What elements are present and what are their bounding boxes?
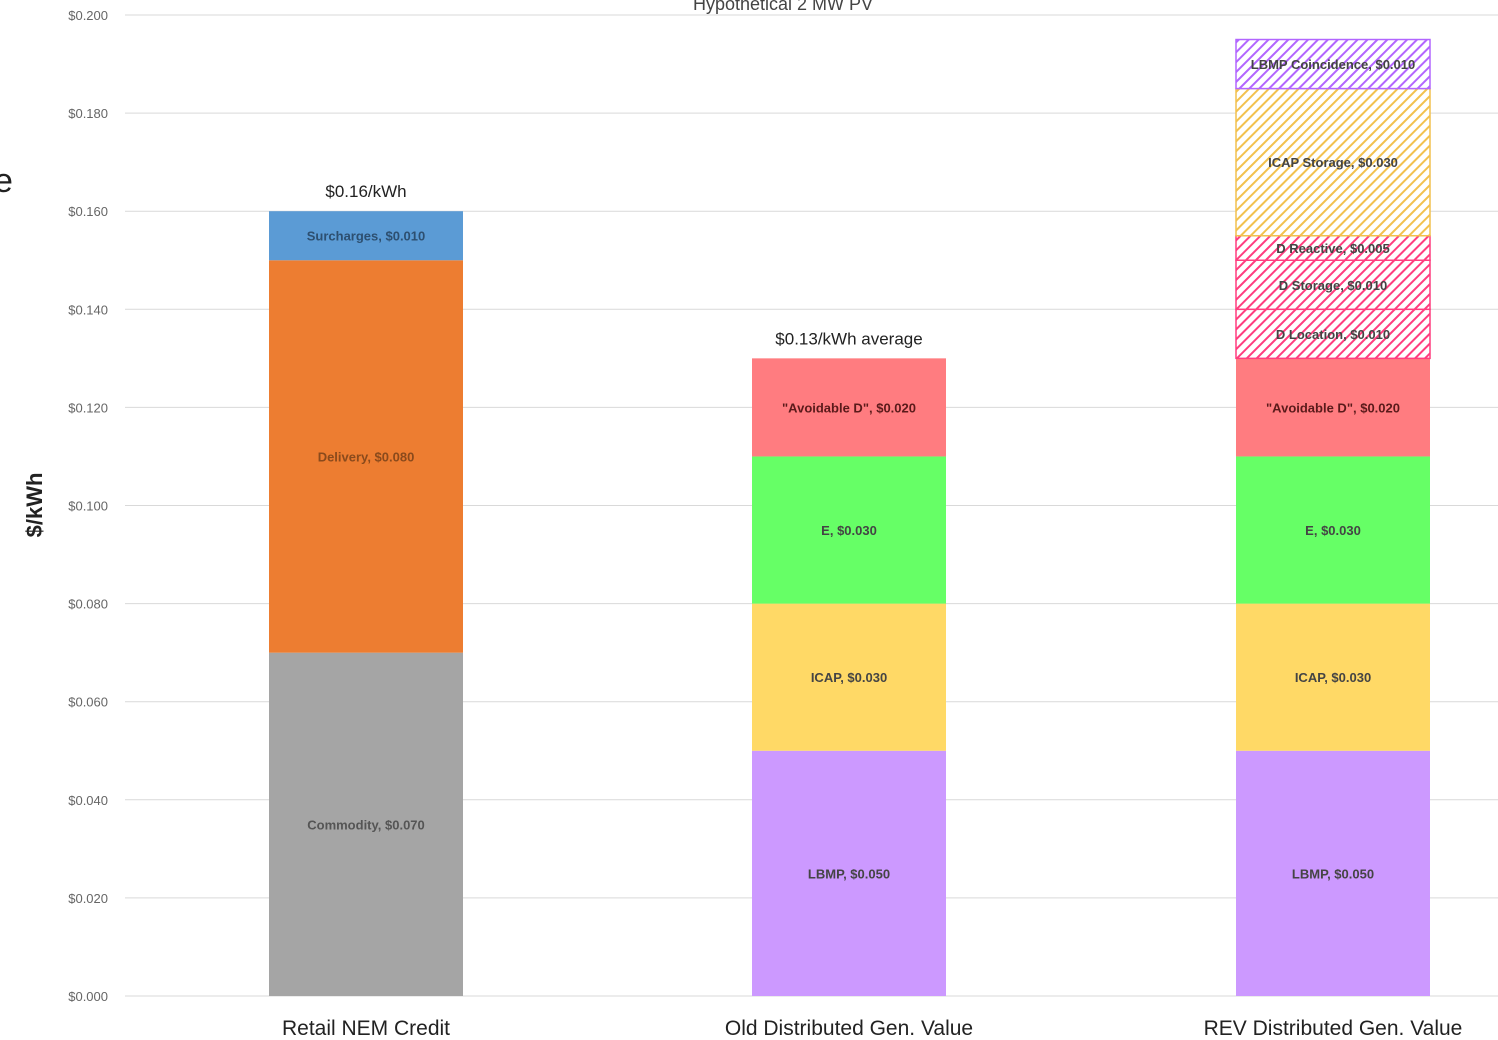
bar-segment	[1235, 87, 1431, 237]
y-tick-label: $0.000	[68, 989, 108, 1004]
x-category-label: REV Distributed Gen. Value	[1204, 1017, 1463, 1040]
y-tick-label: $0.080	[68, 597, 108, 612]
x-category-label: Old Distributed Gen. Value	[725, 1017, 973, 1040]
y-tick-label: $0.040	[68, 793, 108, 808]
bar-segment-label: ICAP Storage, $0.030	[1268, 155, 1398, 170]
bar-segment-label: "Avoidable D", $0.020	[1266, 400, 1400, 415]
bar-segment-label: D Reactive, $0.005	[1276, 241, 1389, 256]
y-tick-label: $0.160	[68, 204, 108, 219]
bar-segment	[1235, 234, 1431, 262]
bar-segment-label: LBMP, $0.050	[808, 866, 890, 881]
bar-segment-label: D Location, $0.010	[1276, 327, 1390, 342]
x-axis-categories: Retail NEM Credit Old Distributed Gen. Va…	[282, 1017, 1462, 1040]
bar-stack: LBMP, $0.050 ICAP, $0.030 E, $0.030 "Avoida…	[752, 329, 946, 996]
bar-segment	[269, 652, 463, 996]
bar-segment	[1236, 358, 1430, 457]
bar-total-label: $0.16/kWh	[325, 182, 406, 201]
bar-segment-label: "Avoidable D", $0.020	[782, 400, 916, 415]
bar-segment-label: LBMP Coincidence, $0.010	[1251, 57, 1416, 72]
bar-segment	[1235, 308, 1431, 360]
bar-segment-label: ICAP, $0.030	[811, 670, 887, 685]
bar-segment-label: Surcharges, $0.010	[307, 229, 426, 244]
bar-segment	[269, 211, 463, 261]
bar-segment	[1235, 38, 1431, 90]
chart-title: Hypothetical 2 MW PV	[693, 0, 873, 14]
bar-segment	[1236, 750, 1430, 996]
bar-total-label: $0.13/kWh average	[775, 329, 922, 348]
bar-segment	[752, 358, 946, 457]
bar-segment	[752, 456, 946, 604]
bar-segment-label: Delivery, $0.080	[318, 449, 415, 464]
y-axis-ticks: $0.000 $0.020 $0.040 $0.060 $0.080 $0.100 $0.1…	[68, 8, 108, 1004]
y-tick-label: $0.120	[68, 400, 108, 415]
bar-segment	[1236, 456, 1430, 604]
bar-segment	[752, 750, 946, 996]
y-tick-label: $0.200	[68, 8, 108, 23]
bar-segment-label: ICAP, $0.030	[1295, 670, 1371, 685]
y-axis-label: $/kWh	[22, 473, 47, 538]
bar-segment	[269, 260, 463, 653]
x-category-label: Retail NEM Credit	[282, 1017, 450, 1040]
bar-segment-label: E, $0.030	[821, 523, 877, 538]
y-tick-label: $0.140	[68, 302, 108, 317]
bars: Commodity, $0.070 Delivery, $0.080 Surchar…	[269, 38, 1431, 996]
bar-segment-label: D Storage, $0.010	[1279, 278, 1387, 293]
bar-segment-label: E, $0.030	[1305, 523, 1361, 538]
y-tick-label: $0.060	[68, 695, 108, 710]
left-edge-fragment: e	[0, 162, 13, 200]
bar-segment-label: Commodity, $0.070	[307, 817, 425, 832]
bar-segment-label: LBMP, $0.050	[1292, 866, 1374, 881]
y-tick-label: $0.180	[68, 106, 108, 121]
bar-stack: Commodity, $0.070 Delivery, $0.080 Surchar…	[269, 182, 463, 996]
bar-segment	[752, 603, 946, 751]
y-tick-label: $0.020	[68, 891, 108, 906]
bar-segment	[1236, 603, 1430, 751]
bar-stack: LBMP, $0.050 ICAP, $0.030 E, $0.030 "Avoida…	[1235, 38, 1431, 996]
y-tick-label: $0.100	[68, 499, 108, 514]
